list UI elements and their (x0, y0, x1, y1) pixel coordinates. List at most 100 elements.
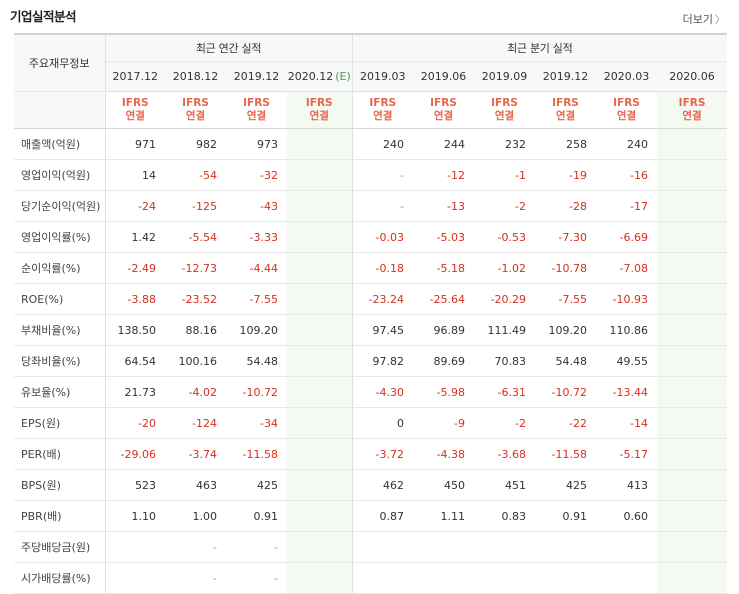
table-cell: -7.08 (596, 252, 658, 284)
table-cell: 451 (474, 469, 536, 501)
table-cell: -14 (596, 407, 658, 439)
label-column-header: 주요재무정보 (14, 34, 106, 92)
table-row: 부채비율(%) 138.50 88.16 109.20 97.45 96.89 111.49… (14, 314, 728, 346)
table-cell: -10.72 (226, 376, 287, 408)
table-cell: -5.54 (165, 221, 226, 253)
row-label: 당좌비율(%) (14, 345, 106, 377)
table-cell: -11.58 (226, 438, 287, 470)
ifrs-badge: IFRS 연결 (165, 91, 226, 129)
table-cell: 88.16 (165, 314, 226, 346)
table-cell (657, 438, 728, 470)
table-cell: -28 (535, 190, 597, 222)
table-cell: - (165, 531, 226, 563)
table-cell: -12 (413, 159, 475, 191)
table-cell (657, 562, 728, 594)
table-cell (657, 221, 728, 253)
table-cell: -54 (165, 159, 226, 191)
table-row: PBR(배) 1.10 1.00 0.91 0.87 1.11 0.83 0.91 0.60 (14, 500, 728, 532)
table-cell: -4.38 (413, 438, 475, 470)
table-cell: 1.42 (105, 221, 165, 253)
table-cell (657, 252, 728, 284)
table-cell (287, 128, 353, 160)
period-header: 2019.03 (352, 61, 414, 92)
table-cell: -1 (474, 159, 536, 191)
row-label: 부채비율(%) (14, 314, 106, 346)
annual-group-header: 최근 연간 실적 (105, 34, 353, 62)
table-cell: -7.55 (226, 283, 287, 315)
table-cell: 109.20 (535, 314, 597, 346)
table-cell: 462 (352, 469, 414, 501)
table-cell (287, 345, 353, 377)
row-label: 유보율(%) (14, 376, 106, 408)
table-cell (287, 407, 353, 439)
table-row: 시가배당률(%) - - (14, 562, 728, 594)
table-cell (657, 376, 728, 408)
table-cell: -24 (105, 190, 165, 222)
table-cell: 14 (105, 159, 165, 191)
financial-table: 주요재무정보 최근 연간 실적 최근 분기 실적 2017.12 2018.12 2… (14, 33, 728, 594)
table-cell: 54.48 (535, 345, 597, 377)
table-cell (352, 562, 414, 594)
table-cell: -3.72 (352, 438, 414, 470)
table-cell (287, 500, 353, 532)
section-title: 기업실적분석 (10, 9, 77, 24)
table-cell (657, 531, 728, 563)
table-cell: 523 (105, 469, 165, 501)
table-cell: -10.78 (535, 252, 597, 284)
table-cell: 982 (165, 128, 226, 160)
table-cell: 110.86 (596, 314, 658, 346)
table-cell: 64.54 (105, 345, 165, 377)
table-cell (657, 407, 728, 439)
table-cell: -0.18 (352, 252, 414, 284)
table-cell: 97.45 (352, 314, 414, 346)
row-label: 영업이익률(%) (14, 221, 106, 253)
table-cell: 138.50 (105, 314, 165, 346)
row-label: 시가배당률(%) (14, 562, 106, 594)
table-cell (596, 531, 658, 563)
period-header: 2020.06 (657, 61, 728, 92)
row-label: PBR(배) (14, 500, 106, 532)
chevron-right-icon: 〉 (715, 15, 725, 26)
table-cell: 0.91 (226, 500, 287, 532)
table-cell: -12.73 (165, 252, 226, 284)
table-cell: 425 (226, 469, 287, 501)
table-cell: 450 (413, 469, 475, 501)
table-row: 영업이익(억원) 14 -54 -32 - -12 -1 -19 -16 (14, 159, 728, 191)
table-cell: 240 (352, 128, 414, 160)
table-cell (474, 531, 536, 563)
table-cell: -5.03 (413, 221, 475, 253)
table-cell (287, 314, 353, 346)
table-cell: 240 (596, 128, 658, 160)
ifrs-badge: IFRS 연결 (535, 91, 597, 129)
more-link-label: 더보기 (682, 13, 713, 26)
table-cell: 89.69 (413, 345, 475, 377)
period-header: 2020.12 (E) (287, 61, 353, 92)
table-cell: 70.83 (474, 345, 536, 377)
table-row: 유보율(%) 21.73 -4.02 -10.72 -4.30 -5.98 -6.31 -10… (14, 376, 728, 408)
table-cell: -10.93 (596, 283, 658, 315)
table-cell: -19 (535, 159, 597, 191)
quarter-group-header: 최근 분기 실적 (352, 34, 728, 62)
table-cell: -34 (226, 407, 287, 439)
table-cell: 21.73 (105, 376, 165, 408)
table-cell (413, 562, 475, 594)
table-cell (105, 562, 165, 594)
table-cell: 1.00 (165, 500, 226, 532)
table-cell: 463 (165, 469, 226, 501)
table-cell (287, 221, 353, 253)
table-cell: 96.89 (413, 314, 475, 346)
table-cell (535, 531, 597, 563)
table-cell (287, 438, 353, 470)
table-cell: -11.58 (535, 438, 597, 470)
table-row: 순이익률(%) -2.49 -12.73 -4.44 -0.18 -5.18 -1.02 -1… (14, 252, 728, 284)
table-cell: -13.44 (596, 376, 658, 408)
ifrs-badge: IFRS 연결 (413, 91, 475, 129)
table-cell: 425 (535, 469, 597, 501)
more-link[interactable]: 더보기 〉 (683, 11, 725, 27)
row-label: PER(배) (14, 438, 106, 470)
table-cell (657, 128, 728, 160)
table-cell: -5.98 (413, 376, 475, 408)
table-cell: 232 (474, 128, 536, 160)
table-cell (657, 469, 728, 501)
ifrs-badge: IFRS 연결 (352, 91, 414, 129)
